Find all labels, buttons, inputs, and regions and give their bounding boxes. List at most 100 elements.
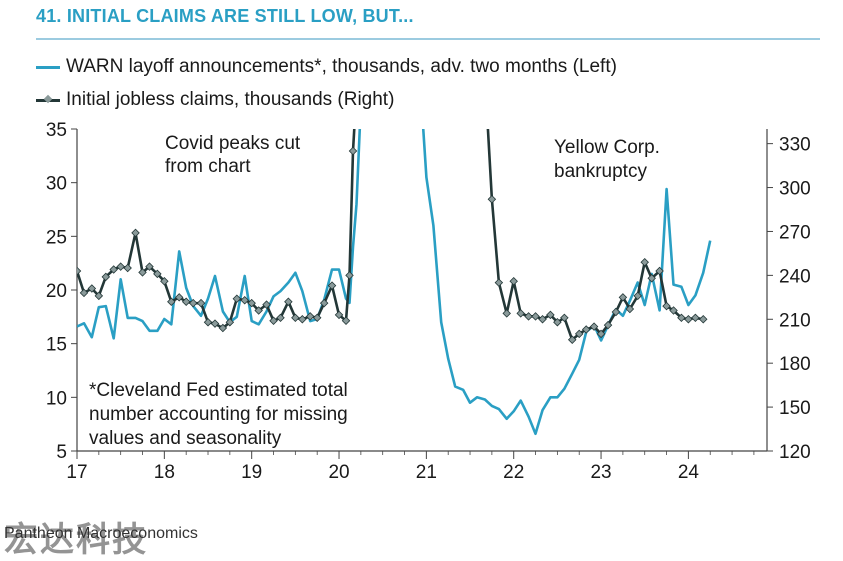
claims-point	[494, 278, 504, 287]
right-tick-label: 210	[779, 310, 811, 331]
series-clip-group	[77, 129, 712, 436]
annotation-footnote-line1: *Cleveland Fed estimated total	[89, 380, 348, 401]
claims-point	[284, 297, 293, 306]
claims-point	[677, 313, 686, 323]
claims-point	[538, 315, 547, 324]
x-tick-label: 24	[678, 462, 700, 483]
claims-point	[560, 313, 569, 323]
axes: 5 10 15 20 25 30 35 120 150 180 210 240 270 300 330 17 1…	[46, 120, 811, 483]
right-tick-label: 240	[779, 266, 811, 287]
claims-point	[240, 296, 249, 305]
claims-point	[647, 274, 656, 283]
annotation-yellow-line1: Yellow Corp.	[554, 137, 660, 158]
claims-point	[298, 315, 307, 324]
claims-point	[669, 306, 678, 315]
claims-point	[225, 317, 235, 327]
claims-point	[596, 329, 606, 339]
claims-point	[232, 294, 242, 304]
claims-point	[487, 195, 497, 204]
claims-point	[662, 301, 671, 311]
legend-swatch-warn	[36, 65, 60, 69]
annotations: Covid peaks cut from chart Yellow Corp. …	[89, 133, 660, 449]
x-tick-label: 19	[241, 462, 262, 483]
x-tick-label: 23	[590, 462, 611, 483]
x-tick-label: 20	[328, 462, 349, 483]
annotation-covid-line1: Covid peaks cut	[165, 133, 301, 154]
right-tick-label: 180	[779, 354, 811, 375]
left-tick-label: 35	[46, 120, 67, 141]
claims-point	[655, 266, 664, 276]
claims-point	[109, 265, 118, 274]
claims-point	[79, 288, 89, 298]
claims-point	[167, 297, 176, 306]
claims-point	[116, 262, 125, 271]
legend-label-claims: Initial jobless claims, thousands (Right…	[66, 89, 395, 110]
claims-point	[589, 322, 599, 331]
right-tick-label: 270	[779, 222, 811, 243]
right-tick-label: 150	[779, 398, 811, 419]
claims-point	[247, 298, 256, 308]
series	[77, 129, 712, 436]
legend-swatch-claims	[36, 98, 60, 102]
claims-point	[334, 310, 344, 320]
claims-point	[305, 312, 315, 321]
claims-point	[276, 313, 285, 323]
claims-point	[574, 329, 584, 339]
right-tick-label: 330	[779, 135, 811, 156]
claims-point	[516, 309, 525, 318]
source-label: Pantheon Macroeconomics	[4, 525, 198, 542]
left-tick-label: 5	[56, 442, 67, 463]
title-divider	[36, 38, 820, 40]
claims-point	[698, 315, 708, 324]
annotation-footnote-line3: values and seasonality	[89, 428, 282, 449]
claims-point	[553, 317, 562, 327]
claims-point	[188, 298, 198, 308]
x-tick-label: 21	[416, 462, 437, 483]
left-tick-label: 10	[46, 388, 67, 409]
legend-item-warn: WARN layoff announcements*, thousands, a…	[36, 56, 617, 78]
claims-point	[546, 310, 555, 320]
annotation-covid-line2: from chart	[165, 156, 251, 177]
watermark-logo: 宏达科技	[4, 521, 148, 559]
claims-point	[291, 313, 300, 323]
claims-point	[87, 284, 97, 293]
claims-point	[327, 281, 337, 290]
claims-point	[210, 319, 220, 328]
left-tick-label: 15	[46, 335, 67, 356]
claims-point	[262, 300, 271, 309]
warn-series-line	[77, 129, 362, 340]
claims-point	[603, 320, 613, 330]
claims-point	[502, 309, 511, 318]
legend-label-warn: WARN layoff announcements*, thousands, a…	[66, 56, 617, 77]
claims-point	[581, 325, 591, 334]
claims-point	[345, 271, 354, 280]
right-tick-label: 300	[779, 179, 811, 200]
right-tick-label: 120	[779, 442, 811, 463]
claims-point	[618, 293, 628, 302]
left-tick-label: 25	[46, 227, 67, 248]
claims-point	[269, 316, 278, 325]
claims-point	[341, 316, 351, 325]
claims-point	[218, 323, 228, 333]
claims-point	[181, 297, 191, 306]
claims-point	[531, 312, 540, 321]
annotation-footnote-line2: number accounting for missing	[89, 404, 348, 425]
claims-point	[94, 291, 104, 301]
claims-point	[131, 228, 140, 238]
claims-point	[138, 268, 147, 277]
chart-title: 41. INITIAL CLAIMS ARE STILL LOW, BUT...	[36, 6, 414, 26]
claims-point	[684, 315, 693, 324]
claims-point	[319, 298, 329, 308]
left-tick-label: 30	[46, 174, 67, 195]
claims-point	[524, 312, 533, 321]
x-tick-label: 22	[503, 462, 524, 483]
claims-point	[567, 335, 577, 345]
claims-point	[123, 263, 132, 273]
claims-point	[633, 291, 642, 301]
x-tick-label: 18	[154, 462, 175, 483]
left-tick-label: 20	[46, 281, 67, 302]
claims-point	[625, 304, 635, 314]
claims-point	[196, 298, 206, 308]
claims-point	[254, 306, 263, 315]
